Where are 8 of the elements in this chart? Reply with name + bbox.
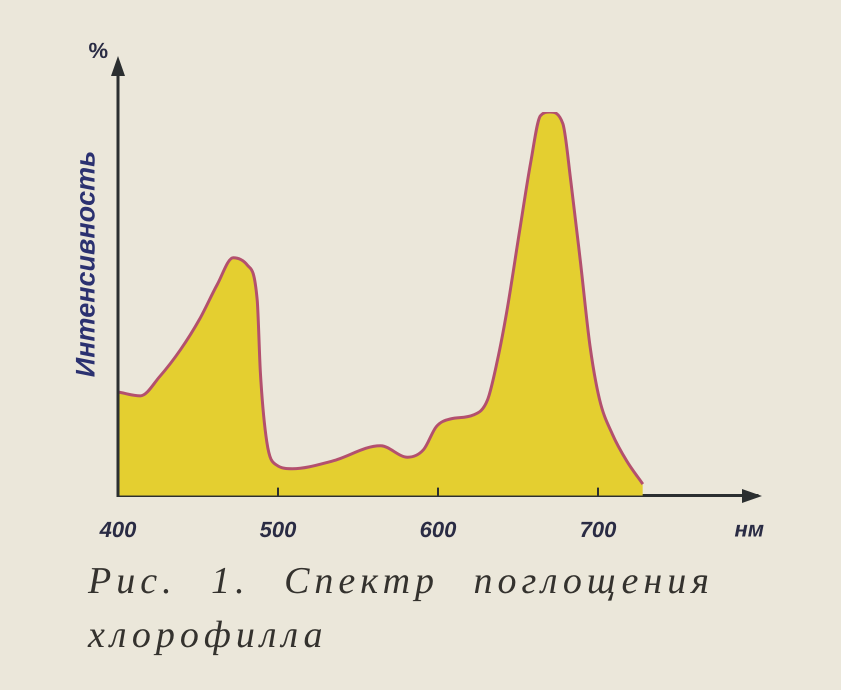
x-tick-label: 500 — [260, 516, 298, 542]
y-axis-title: Интенсивность — [70, 150, 100, 378]
x-tick-label: 600 — [420, 516, 458, 542]
text: Рис. 1. Спектр поглощения хлорофилла — [88, 559, 715, 658]
x-tick-label: 700 — [580, 516, 618, 542]
x-tick-label: 400 — [98, 516, 138, 542]
text: % — [88, 38, 108, 64]
x-axis-title: нм — [734, 516, 764, 542]
